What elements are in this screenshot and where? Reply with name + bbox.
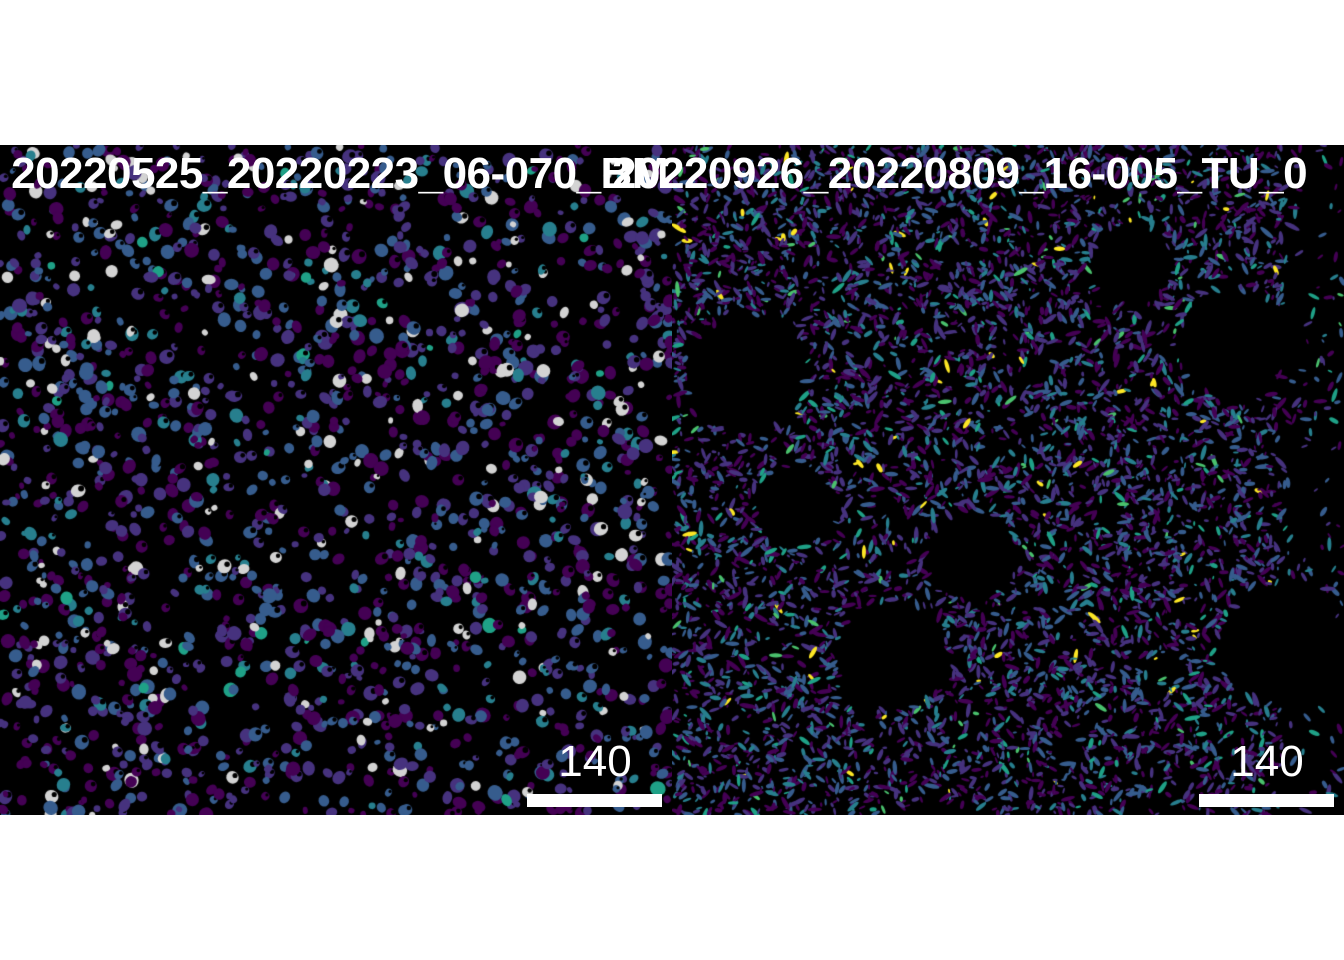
left-cell-segmentation-image [0,145,672,815]
left-scalebar-label: 140 [558,737,632,786]
left-scalebar [527,794,662,807]
left-image-panel [0,145,672,815]
right-cell-segmentation-image [672,145,1344,815]
right-image-panel [672,145,1344,815]
right-scalebar [1199,794,1334,807]
right-scalebar-label: 140 [1230,737,1304,786]
